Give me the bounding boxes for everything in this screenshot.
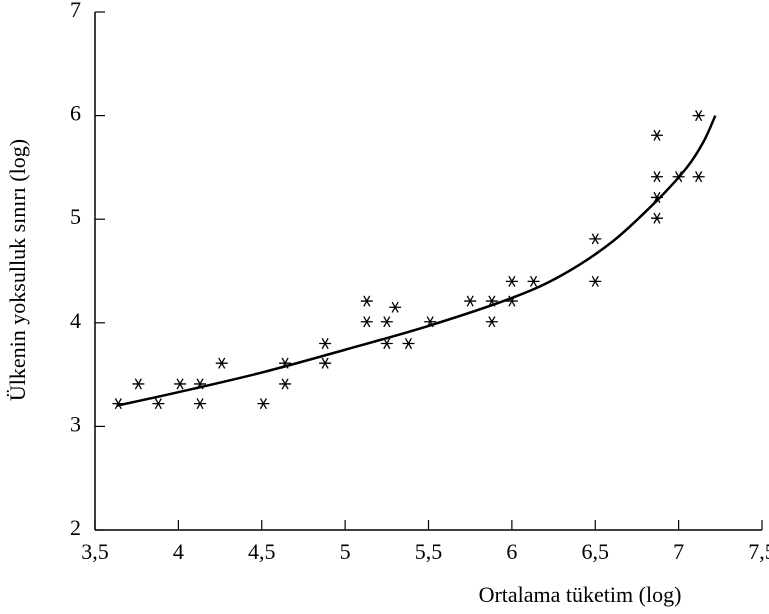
point xyxy=(650,171,663,183)
x-tick-label: 6,5 xyxy=(582,539,610,564)
x-axis-label: Ortalama tüketim (log) xyxy=(479,582,682,607)
point xyxy=(174,378,187,390)
point xyxy=(257,398,270,410)
point xyxy=(380,337,393,350)
point xyxy=(215,357,228,369)
y-tick-label: 4 xyxy=(70,308,81,333)
y-tick-label: 5 xyxy=(70,204,81,229)
point xyxy=(319,357,332,369)
y-axis-label: Ülkenin yoksulluk sınırı (log) xyxy=(5,139,30,401)
x-tick-label: 4 xyxy=(173,539,184,564)
point xyxy=(194,398,207,410)
point xyxy=(380,316,393,328)
y-tick-label: 2 xyxy=(70,515,81,540)
point xyxy=(485,316,498,328)
point xyxy=(360,295,373,307)
point xyxy=(650,212,663,224)
x-tick-label: 5 xyxy=(340,539,351,564)
point xyxy=(319,337,332,350)
point xyxy=(389,301,402,313)
y-tick-label: 3 xyxy=(70,411,81,436)
point xyxy=(279,378,292,390)
point xyxy=(464,295,477,307)
point xyxy=(527,275,540,287)
point xyxy=(132,378,145,390)
point xyxy=(650,129,663,141)
point xyxy=(692,171,705,183)
y-tick-label: 7 xyxy=(70,0,81,22)
x-tick-label: 7 xyxy=(673,539,684,564)
x-tick-label: 4,5 xyxy=(248,539,276,564)
x-tick-label: 7,5 xyxy=(748,539,769,564)
point xyxy=(589,233,602,245)
fit-curve xyxy=(116,115,717,407)
point xyxy=(589,275,602,287)
point xyxy=(505,275,518,287)
point xyxy=(152,398,165,410)
x-tick-label: 5,5 xyxy=(415,539,443,564)
point xyxy=(692,110,705,122)
point xyxy=(402,337,415,350)
point xyxy=(360,316,373,328)
x-tick-label: 3,5 xyxy=(81,539,109,564)
x-tick-label: 6 xyxy=(506,539,517,564)
y-tick-label: 6 xyxy=(70,101,81,126)
